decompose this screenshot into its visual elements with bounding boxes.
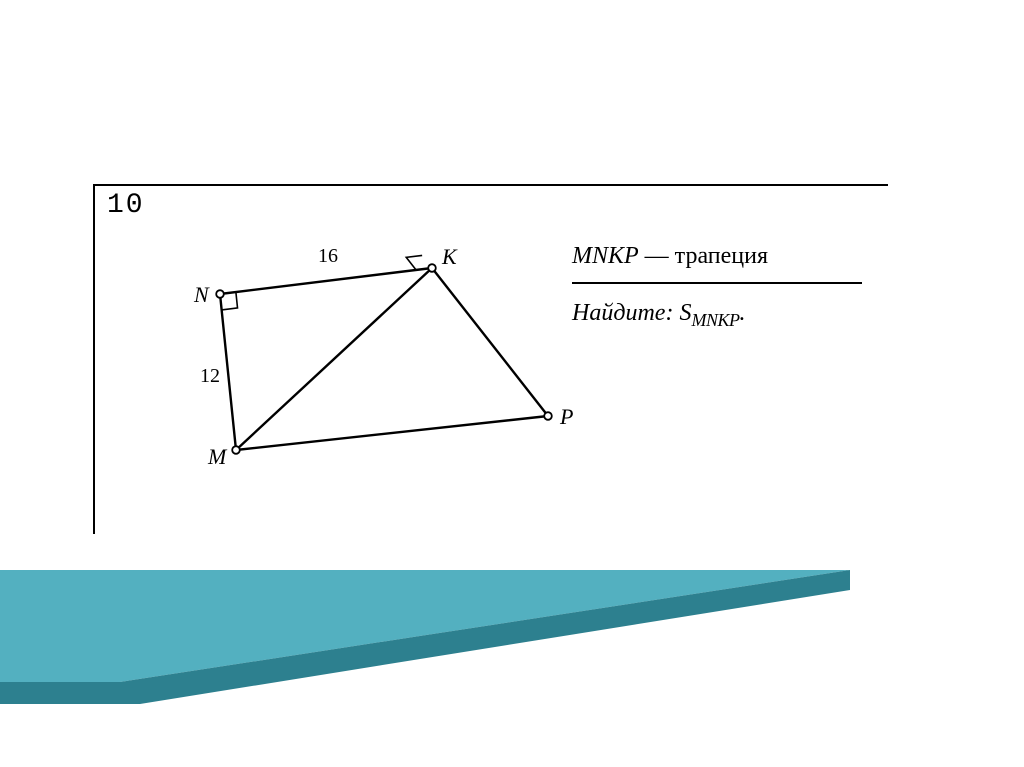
svg-text:P: P (559, 404, 573, 429)
slide-root: 10 NKMP1612 MNKP — трапеция Найдите: SMN… (0, 0, 1024, 767)
diagram-container: N K M P 16 12 (150, 224, 590, 524)
problem-statement: MNKP — трапеция Найдите: SMNKP. (572, 241, 862, 332)
svg-text:N: N (193, 282, 210, 307)
problem-number: 10 (107, 190, 145, 221)
svg-text:16: 16 (318, 245, 338, 267)
given-shape: MNKP (572, 243, 639, 269)
find-tail: . (739, 300, 745, 326)
given-text: — трапеция (639, 243, 768, 269)
given-line: MNKP — трапеция (572, 241, 862, 272)
problem-frame: 10 NKMP1612 MNKP — трапеция Найдите: SMN… (93, 184, 888, 534)
trapezoid-diagram: N K M P 16 12 (150, 224, 590, 524)
decorative-wedge (0, 532, 1024, 752)
find-line: Найдите: SMNKP. (572, 298, 862, 332)
wedge-side-face (0, 570, 850, 704)
divider-line (572, 282, 862, 284)
svg-text:K: K (441, 244, 458, 269)
svg-text:12: 12 (200, 365, 220, 387)
wedge-top-face (0, 570, 850, 682)
find-subscript: MNKP (691, 310, 739, 330)
find-label: Найдите: (572, 300, 673, 326)
find-symbol: S (679, 300, 691, 326)
svg-text:M: M (207, 444, 228, 469)
